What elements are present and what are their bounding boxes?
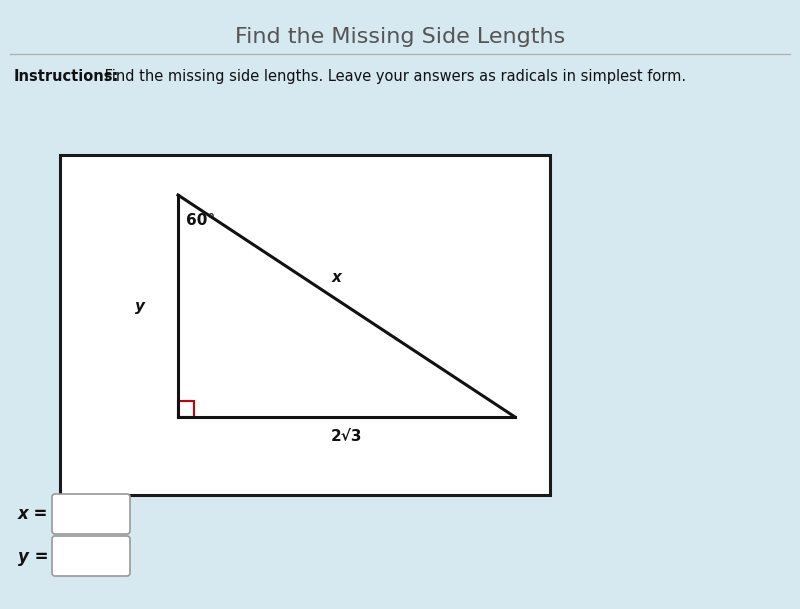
- Bar: [178, 401, 194, 417]
- Text: y: y: [135, 298, 145, 314]
- Text: x: x: [331, 270, 342, 286]
- Bar: [60, 155, 550, 495]
- FancyBboxPatch shape: [52, 536, 130, 576]
- Text: 2√3: 2√3: [330, 429, 362, 444]
- Text: Find the missing side lengths. Leave your answers as radicals in simplest form.: Find the missing side lengths. Leave you…: [100, 69, 686, 84]
- Text: Find the Missing Side Lengths: Find the Missing Side Lengths: [235, 27, 565, 47]
- Text: 60°: 60°: [186, 213, 215, 228]
- FancyBboxPatch shape: [52, 494, 130, 534]
- Text: x =: x =: [18, 505, 48, 523]
- Text: y =: y =: [18, 548, 49, 566]
- Text: Instructions:: Instructions:: [14, 69, 119, 84]
